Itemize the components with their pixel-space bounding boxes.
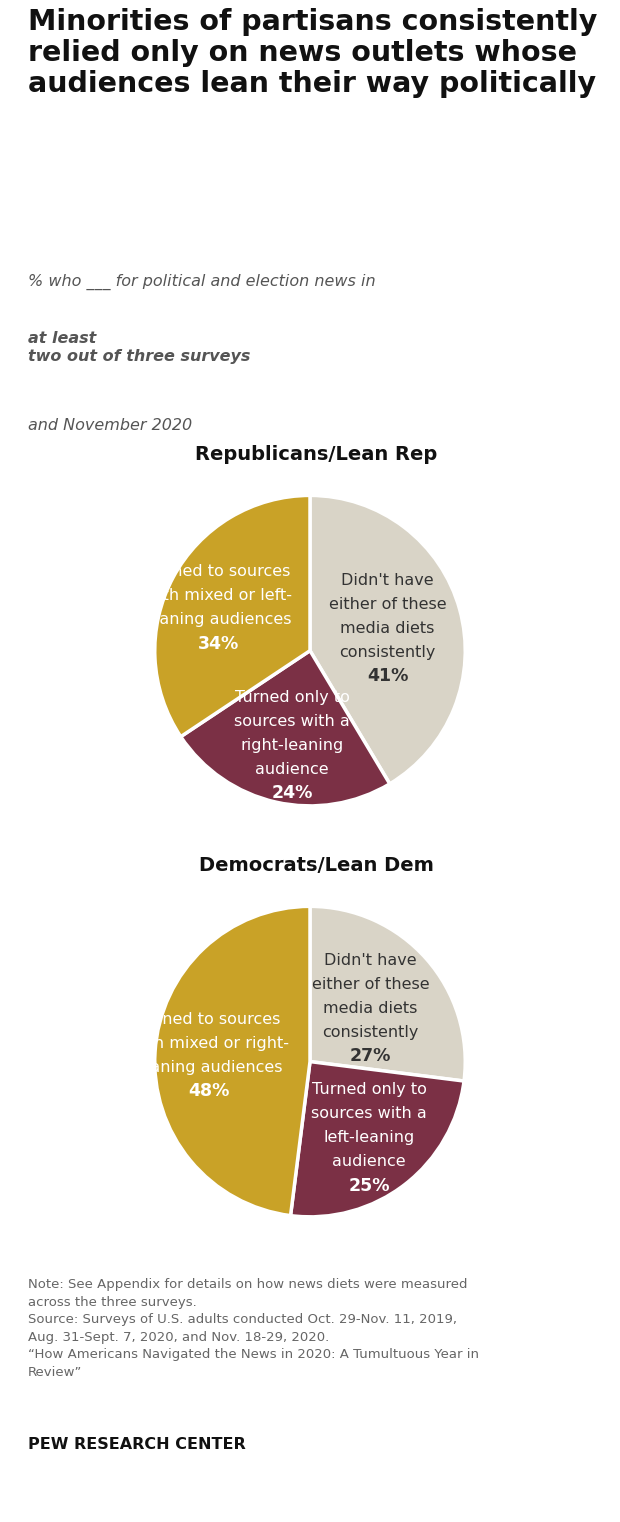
- Text: Turned to sources: Turned to sources: [148, 565, 290, 578]
- Text: Note: See Appendix for details on how news diets were measured
across the three : Note: See Appendix for details on how ne…: [28, 1278, 479, 1379]
- Text: Turned to sources: Turned to sources: [138, 1012, 280, 1027]
- Wedge shape: [181, 651, 390, 805]
- Text: media diets: media diets: [324, 1000, 418, 1015]
- Text: either of these: either of these: [329, 597, 446, 612]
- Text: leaning audiences: leaning audiences: [136, 1059, 283, 1075]
- Text: audience: audience: [332, 1154, 406, 1169]
- Text: 25%: 25%: [348, 1177, 390, 1195]
- Text: 27%: 27%: [350, 1047, 391, 1065]
- Text: sources with a: sources with a: [234, 714, 350, 729]
- Text: Didn't have: Didn't have: [324, 953, 417, 968]
- Text: with mixed or right-: with mixed or right-: [130, 1036, 289, 1050]
- Wedge shape: [310, 496, 465, 784]
- Text: % who ___ for political and election news in: % who ___ for political and election new…: [28, 274, 381, 291]
- Text: either of these: either of these: [312, 977, 430, 992]
- Text: Republicans/Lean Rep: Republicans/Lean Rep: [195, 444, 437, 464]
- Text: audience: audience: [255, 763, 329, 776]
- Text: Turned only to: Turned only to: [234, 689, 350, 705]
- Text: Minorities of partisans consistently
relied only on news outlets whose
audiences: Minorities of partisans consistently rel…: [28, 8, 597, 99]
- Text: sources with a: sources with a: [311, 1106, 427, 1122]
- Text: left-leaning: left-leaning: [324, 1131, 415, 1145]
- Wedge shape: [155, 906, 310, 1216]
- Text: and November 2020: and November 2020: [28, 417, 192, 432]
- Text: media diets: media diets: [340, 621, 435, 636]
- Text: Didn't have: Didn't have: [341, 572, 434, 587]
- Wedge shape: [155, 496, 310, 737]
- Text: right-leaning: right-leaning: [241, 738, 343, 753]
- Text: 48%: 48%: [188, 1082, 230, 1100]
- Text: PEW RESEARCH CENTER: PEW RESEARCH CENTER: [28, 1437, 246, 1452]
- Text: 41%: 41%: [367, 667, 408, 685]
- Wedge shape: [291, 1062, 464, 1216]
- Text: consistently: consistently: [339, 645, 436, 659]
- Text: leaning audiences: leaning audiences: [146, 612, 292, 627]
- Text: Turned only to: Turned only to: [312, 1082, 427, 1097]
- Text: Democrats/Lean Dem: Democrats/Lean Dem: [199, 855, 433, 875]
- Text: at least
two out of three surveys: at least two out of three surveys: [28, 332, 250, 364]
- Text: 24%: 24%: [272, 784, 312, 802]
- Text: with mixed or left-: with mixed or left-: [145, 587, 292, 603]
- Text: consistently: consistently: [322, 1024, 419, 1040]
- Wedge shape: [310, 906, 465, 1081]
- Text: 34%: 34%: [198, 635, 239, 653]
